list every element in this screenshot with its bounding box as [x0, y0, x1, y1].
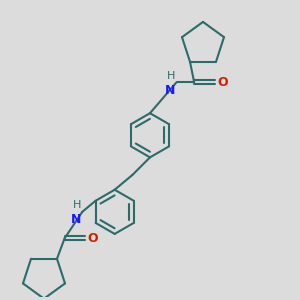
Text: O: O: [218, 76, 228, 89]
Text: N: N: [70, 213, 81, 226]
Text: H: H: [72, 200, 81, 210]
Text: O: O: [88, 232, 98, 245]
Text: N: N: [165, 84, 175, 97]
Text: H: H: [167, 71, 175, 81]
